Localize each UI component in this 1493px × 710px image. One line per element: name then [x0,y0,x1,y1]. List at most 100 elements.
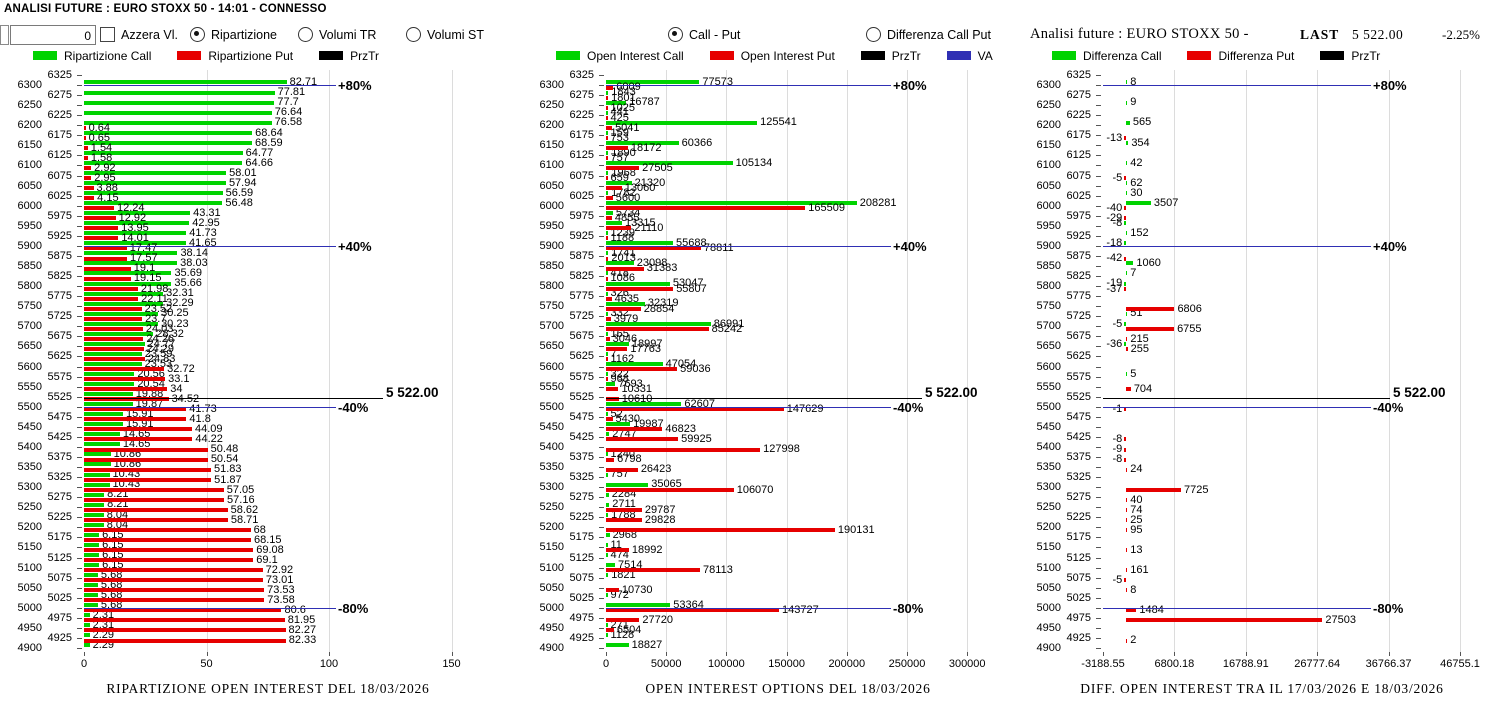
y-axis-label: 5425 [1066,430,1091,443]
y-axis-label: 5050 [1036,581,1061,594]
call-value-label: 30.23 [161,317,189,330]
x-axis-tick [606,652,607,656]
gridline [726,70,728,653]
put-bar [606,367,678,372]
y-axis-label: 5000 [539,601,564,614]
put-value-label: 704 [1133,383,1153,396]
y-axis-label: 6100 [539,159,564,172]
radio-icon[interactable] [406,27,421,42]
put-bar [1124,135,1126,140]
radio-icon[interactable] [190,27,205,42]
radio-icon[interactable] [298,27,313,42]
azzera-checkbox[interactable]: Azzera Vl. [100,27,178,42]
call-value-label: 18997 [631,337,663,350]
radio-volumi-st[interactable]: Volumi ST [406,27,484,42]
call-bar [1125,191,1128,196]
spin-box-partial[interactable] [0,25,9,45]
call-bar [606,80,700,85]
put-value-label: 18172 [630,141,662,154]
y-axis-tick [77,416,82,418]
y-axis-tick [77,567,82,569]
y-axis-label: 5450 [1036,420,1061,433]
value-input[interactable] [10,25,96,45]
y-axis-tick [1096,276,1101,278]
va-reference-label: +80% [338,78,372,94]
y-axis-tick [599,537,604,539]
call-bar [84,80,287,85]
call-value-label: 32.31 [166,287,194,300]
call-bar [84,392,133,397]
y-axis-label: 5300 [1036,481,1061,494]
va-reference-line [84,406,336,408]
y-axis-tick [1096,85,1101,87]
legend-swatch-icon [319,51,344,60]
y-axis-label: 5275 [47,491,72,504]
y-axis-tick [77,517,82,519]
put-bar [606,196,613,201]
radio-call-put[interactable]: Call - Put [668,27,740,42]
legend-item: PrzTr [1320,49,1380,63]
put-bar [84,638,286,643]
put-bar [606,357,608,362]
y-axis-tick [599,627,604,629]
put-value-label: 78113 [703,563,733,576]
call-bar [1125,271,1128,276]
put-value-label: 73.01 [265,574,294,587]
put-bar [84,427,193,432]
call-bar [606,512,609,517]
call-value-label: 60366 [681,136,713,149]
call-value-label: 972 [610,588,629,601]
call-value-label: 354 [1131,136,1150,149]
x-axis-label: 150 [442,658,461,670]
put-bar [84,517,228,522]
va-reference-line [606,406,891,408]
put-value-label: 25 [1130,513,1143,526]
y-axis-tick [1096,225,1101,227]
y-axis-label: 6175 [1066,129,1091,142]
put-value-label: 50.54 [210,453,239,466]
x-axis-tick [84,652,85,656]
call-value-label: 62607 [684,397,715,410]
call-value-label: 62 [1130,176,1143,189]
gridline [1245,70,1247,653]
call-value-label: 8.21 [107,498,129,511]
put-bar [606,105,608,110]
call-bar [84,623,90,628]
y-axis-label: 5875 [1066,249,1091,262]
x-axis-label: 200000 [828,658,866,670]
y-axis-label: 6025 [569,189,594,202]
put-bar [84,558,254,563]
y-axis-tick [599,416,604,418]
put-bar [606,226,632,231]
y-axis-tick [1096,547,1101,549]
radio-ripartizione[interactable]: Ripartizione [190,27,277,42]
y-axis-tick [1096,356,1101,358]
y-axis-label: 4925 [47,631,72,644]
call-value-label: 56.48 [225,196,253,209]
put-bar [606,266,644,271]
call-bar [1124,221,1126,226]
y-axis-label: 5025 [569,591,594,604]
call-value-label: 20.56 [137,367,165,380]
y-axis-tick [599,487,604,489]
y-axis-tick [77,627,82,629]
call-value-label: 19.87 [135,397,164,410]
put-bar [606,276,608,281]
put-bar [1124,407,1126,412]
va-reference-label: -40% [338,399,369,415]
call-bar [606,562,616,567]
put-bar [606,145,628,150]
radio-volumi-tr[interactable]: Volumi TR [298,27,376,42]
radio-icon[interactable] [866,27,881,42]
put-value-label: 55807 [676,282,707,295]
y-axis-label: 5850 [539,260,564,272]
caption-diff: DIFF. OPEN INTEREST TRA IL 17/03/2026 E … [1080,681,1444,696]
checkbox-icon[interactable] [100,27,115,42]
radio-differenza-call-put[interactable]: Differenza Call Put [866,27,991,42]
radio-icon[interactable] [668,27,683,42]
y-axis-tick [77,487,82,489]
y-axis-tick [1096,326,1101,328]
y-axis-tick [77,195,82,197]
call-bar [606,241,674,246]
y-axis-label: 5800 [539,280,564,293]
